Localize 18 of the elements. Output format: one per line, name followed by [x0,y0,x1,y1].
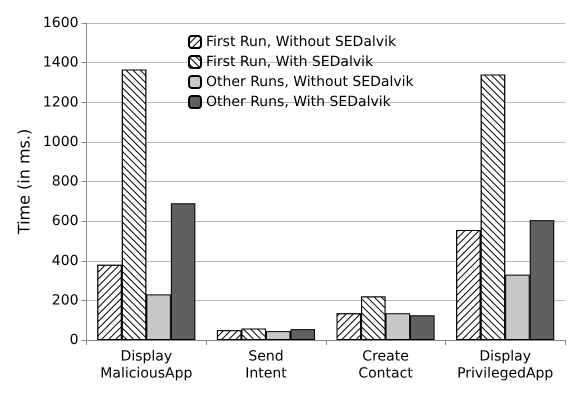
y-tick-label: 1400 [42,54,79,71]
legend-label: Other Runs, Without SEDalvik [206,74,415,90]
y-tick-label: 1600 [42,15,79,31]
legend-label: First Run, With SEDalvik [206,54,374,70]
legend-label: First Run, Without SEDalvik [206,34,397,50]
x-tick-label: Create Contact [358,348,414,382]
y-axis-title: Time (in ms.) [14,128,34,236]
x-tick-label: Display MaliciousApp [100,348,193,382]
x-tick-label: Send Intent [245,348,288,382]
y-tick-label: 800 [52,174,79,190]
y-tick-label: 600 [52,213,79,230]
y-tick-label: 1200 [42,94,79,110]
y-tick-label: 400 [52,252,79,269]
y-tick-label: 200 [52,292,79,308]
y-tick-label: 0 [70,332,79,348]
y-tick-label: 1000 [42,134,79,150]
x-tick-label: Display PrivilegedApp [457,348,554,382]
legend-label: Other Runs, With SEDalvik [206,94,392,110]
